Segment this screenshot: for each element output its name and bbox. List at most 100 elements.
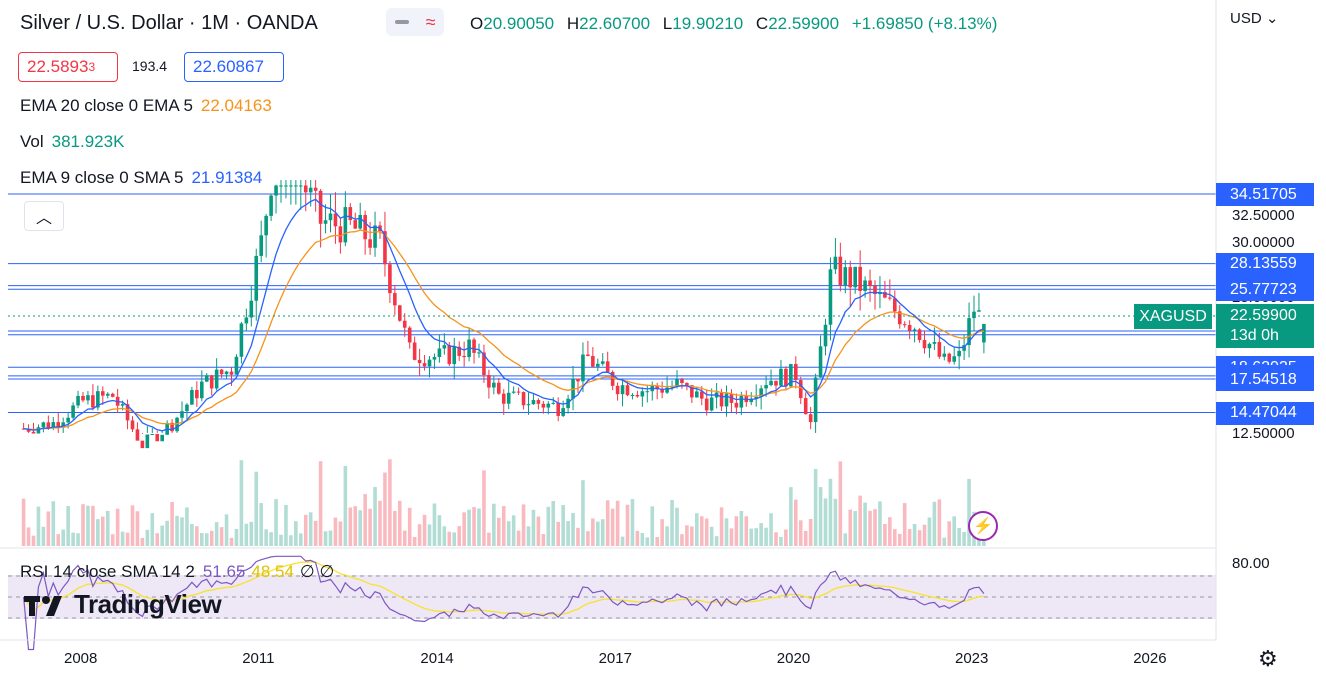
- volume-bar: [175, 515, 179, 546]
- candle-body: [31, 431, 36, 434]
- candle-body: [734, 402, 739, 408]
- volume-bar: [284, 504, 288, 546]
- wave-icon[interactable]: ≈: [425, 12, 436, 32]
- candle-body: [843, 267, 848, 286]
- candle-body: [472, 339, 476, 353]
- volume-bar: [848, 509, 853, 546]
- candle-body: [71, 405, 75, 418]
- volume-bar: [600, 519, 605, 546]
- indicator-ema20[interactable]: EMA 20 close 0 EMA 5 22.04163: [20, 96, 272, 116]
- volume-bar: [492, 503, 496, 546]
- lightning-icon[interactable]: ⚡: [968, 511, 998, 541]
- candle-body: [803, 398, 808, 415]
- candle-body: [774, 380, 778, 386]
- candle-body: [764, 385, 768, 389]
- volume-bar: [531, 509, 536, 546]
- volume-bar: [224, 514, 229, 546]
- candle-body: [576, 378, 580, 382]
- candle-body: [308, 187, 313, 193]
- volume-bar: [808, 518, 813, 546]
- candle-body: [610, 371, 615, 386]
- candle-body: [635, 394, 640, 397]
- volume-bar: [957, 528, 961, 546]
- volume-bar: [734, 516, 739, 546]
- current-price: 22.59900: [1230, 307, 1297, 324]
- chart-style-toggle[interactable]: ≈: [386, 8, 444, 36]
- candle-body: [145, 434, 150, 449]
- candle-body: [110, 393, 115, 397]
- currency-selector[interactable]: USD ⌄: [1230, 9, 1278, 27]
- candle-body: [853, 266, 857, 288]
- open-key: O: [470, 14, 484, 33]
- indicator-ema9[interactable]: EMA 9 close 0 SMA 5 21.91384: [20, 168, 262, 188]
- minus-icon[interactable]: [394, 20, 409, 24]
- candle-body: [130, 420, 135, 430]
- candle-body: [482, 352, 486, 375]
- candle-body: [264, 215, 268, 236]
- volume-bar: [204, 533, 209, 546]
- volume-bar: [209, 530, 214, 546]
- rsi-legend[interactable]: RSI 14 close SMA 14 2 51.65 48.54 ∅ ∅: [20, 562, 334, 582]
- candle-body: [274, 185, 278, 196]
- high-value: 22.60700: [579, 14, 651, 33]
- volume-bar: [596, 521, 600, 546]
- sell-button[interactable]: 22.5893 3: [18, 52, 118, 82]
- candle-body: [749, 398, 754, 403]
- candle-body: [952, 356, 956, 362]
- chevron-up-icon: ︿: [35, 210, 52, 227]
- price-level-badge[interactable]: 14.47044: [1216, 401, 1314, 425]
- candle-body: [51, 422, 56, 429]
- candle-body: [967, 318, 971, 346]
- candle-body: [605, 361, 610, 372]
- buy-button[interactable]: 22.60867: [184, 52, 284, 82]
- volume-bar: [967, 478, 971, 546]
- collapse-legend-button[interactable]: ︿: [24, 201, 64, 231]
- indicator-name: EMA 20 close 0 EMA 5: [20, 96, 193, 115]
- candle-body: [66, 417, 70, 423]
- candle-body: [719, 392, 724, 407]
- brand-name: TradingView: [74, 589, 222, 619]
- gear-icon[interactable]: ⚙: [1258, 646, 1278, 671]
- candle-body: [209, 375, 214, 389]
- volume-bars: [21, 459, 986, 546]
- candle-body: [873, 285, 877, 295]
- candle-body: [373, 225, 377, 248]
- candle-body: [769, 380, 773, 386]
- price-level-badge[interactable]: 34.51705: [1216, 183, 1314, 206]
- candle-body: [695, 391, 699, 398]
- volume-bar: [81, 504, 85, 546]
- volume-bar: [91, 505, 95, 546]
- candle-body: [759, 388, 763, 397]
- time-axis-tick: 2026: [1133, 650, 1167, 667]
- price-level-badge[interactable]: 28.13559: [1216, 252, 1314, 276]
- volume-bar: [828, 478, 833, 546]
- volume-bar: [427, 524, 432, 546]
- candle-body: [838, 256, 843, 286]
- candle-body: [868, 280, 872, 286]
- candle-body: [407, 327, 412, 343]
- indicator-vol[interactable]: Vol 381.923K: [20, 132, 124, 152]
- indicator-name: Vol: [20, 132, 44, 151]
- volume-bar: [843, 533, 848, 546]
- candle-body: [962, 345, 966, 351]
- volume-bar: [294, 521, 298, 546]
- volume-bar: [333, 517, 338, 546]
- candle-body: [56, 422, 61, 428]
- volume-bar: [789, 487, 793, 546]
- candle-body: [506, 392, 511, 404]
- volume-bar: [893, 529, 897, 546]
- volume-bar: [115, 508, 120, 546]
- volume-bar: [36, 506, 41, 546]
- candle-body: [536, 400, 541, 404]
- volume-bar: [571, 513, 575, 546]
- price-level-badge[interactable]: 25.77723: [1216, 278, 1314, 302]
- volume-bar: [303, 514, 308, 546]
- price-level-badge[interactable]: 17.54518: [1216, 368, 1314, 391]
- volume-bar: [363, 494, 367, 546]
- candle-body: [328, 213, 333, 221]
- volume-bar: [833, 498, 838, 546]
- volume-bar: [724, 518, 729, 546]
- candle-body: [660, 389, 664, 393]
- volume-bar: [868, 510, 872, 546]
